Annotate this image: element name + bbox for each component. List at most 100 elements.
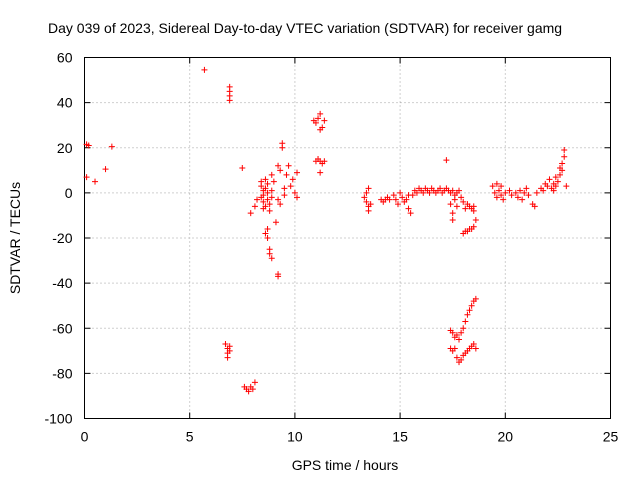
- data-point: [470, 341, 477, 348]
- data-point: [550, 187, 557, 194]
- data-point: [226, 97, 233, 104]
- data-point: [460, 325, 467, 332]
- data-point: [491, 189, 498, 196]
- data-point: [268, 194, 275, 201]
- x-axis-label: GPS time / hours: [292, 457, 399, 473]
- data-point: [506, 187, 513, 194]
- data-point: [451, 196, 458, 203]
- data-point: [270, 178, 277, 185]
- data-point: [266, 207, 273, 214]
- data-point: [458, 356, 465, 363]
- data-point: [403, 196, 410, 203]
- data-point: [559, 160, 566, 167]
- data-point: [277, 167, 284, 174]
- data-point: [251, 379, 258, 386]
- y-tick-label: -60: [52, 320, 72, 336]
- data-point: [460, 198, 467, 205]
- data-point: [275, 273, 282, 280]
- data-point: [559, 167, 566, 174]
- data-point: [258, 183, 265, 190]
- data-point: [260, 205, 267, 212]
- data-point: [472, 216, 479, 223]
- data-point: [472, 295, 479, 302]
- data-point: [222, 341, 229, 348]
- x-tick-label: 0: [81, 429, 89, 445]
- data-point: [451, 345, 458, 352]
- data-point: [272, 219, 279, 226]
- data-point: [239, 165, 246, 172]
- data-point: [464, 311, 471, 318]
- data-point: [291, 189, 298, 196]
- data-point: [254, 196, 261, 203]
- y-tick-label: -20: [52, 230, 72, 246]
- data-point: [514, 194, 521, 201]
- y-tick-label: 20: [57, 140, 73, 156]
- data-point: [449, 187, 456, 194]
- data-point: [264, 189, 271, 196]
- data-point: [312, 119, 319, 126]
- tick-label-layer: 0 5 10 15 20 25 -100 -80 -60 -40 -20 0 20 40 60: [44, 50, 618, 445]
- data-point: [262, 185, 269, 192]
- data-point: [321, 117, 328, 124]
- data-point: [407, 210, 414, 217]
- data-point: [466, 307, 473, 314]
- data-point: [399, 194, 406, 201]
- data-point: [552, 183, 559, 190]
- data-point: [365, 185, 372, 192]
- data-point: [409, 192, 416, 199]
- y-tick-label: 40: [57, 95, 73, 111]
- data-point: [498, 183, 505, 190]
- data-point: [283, 171, 290, 178]
- data-point: [294, 194, 301, 201]
- data-point: [245, 388, 252, 395]
- data-point: [437, 185, 444, 192]
- data-point: [264, 235, 271, 241]
- y-tick-label: 0: [65, 185, 73, 201]
- data-point: [456, 187, 463, 194]
- data-point: [519, 196, 526, 203]
- data-point: [102, 166, 109, 173]
- data-point: [462, 318, 469, 325]
- data-point: [561, 153, 568, 160]
- data-point: [287, 183, 294, 190]
- data-point: [413, 189, 420, 196]
- data-point: [495, 187, 502, 194]
- data-point: [285, 162, 292, 169]
- data-point: [449, 216, 456, 223]
- data-point: [563, 183, 570, 190]
- grid-layer: [84, 57, 611, 419]
- data-point: [397, 189, 404, 196]
- y-tick-label: -80: [52, 365, 72, 381]
- plot-frame: [84, 57, 611, 419]
- data-point: [458, 329, 465, 336]
- data-point: [493, 180, 500, 187]
- data-point: [201, 66, 208, 73]
- y-tick-label: -40: [52, 275, 72, 291]
- data-point: [268, 171, 275, 178]
- x-tick-label: 25: [603, 429, 619, 445]
- data-point: [462, 205, 469, 212]
- data-point: [275, 196, 282, 203]
- data-point: [247, 210, 254, 217]
- data-point: [294, 169, 301, 176]
- y-axis-label: SDTVAR / TECUs: [7, 182, 23, 294]
- data-point: [557, 171, 564, 178]
- data-point: [361, 194, 368, 201]
- data-point: [224, 354, 231, 361]
- x-tick-label: 20: [498, 429, 514, 445]
- data-point: [561, 147, 568, 154]
- data-point: [266, 201, 273, 208]
- data-point: [262, 176, 269, 183]
- data-point: [260, 198, 267, 205]
- data-point: [449, 329, 456, 336]
- data-point: [264, 180, 271, 187]
- data-point: [470, 223, 477, 230]
- data-point: [531, 203, 538, 210]
- data-point: [508, 192, 515, 199]
- data-point: [470, 207, 477, 214]
- data-point: [281, 185, 288, 192]
- data-point: [554, 178, 561, 185]
- data-point: [468, 302, 475, 309]
- data-point: [540, 187, 547, 194]
- data-point-layer: [83, 66, 570, 395]
